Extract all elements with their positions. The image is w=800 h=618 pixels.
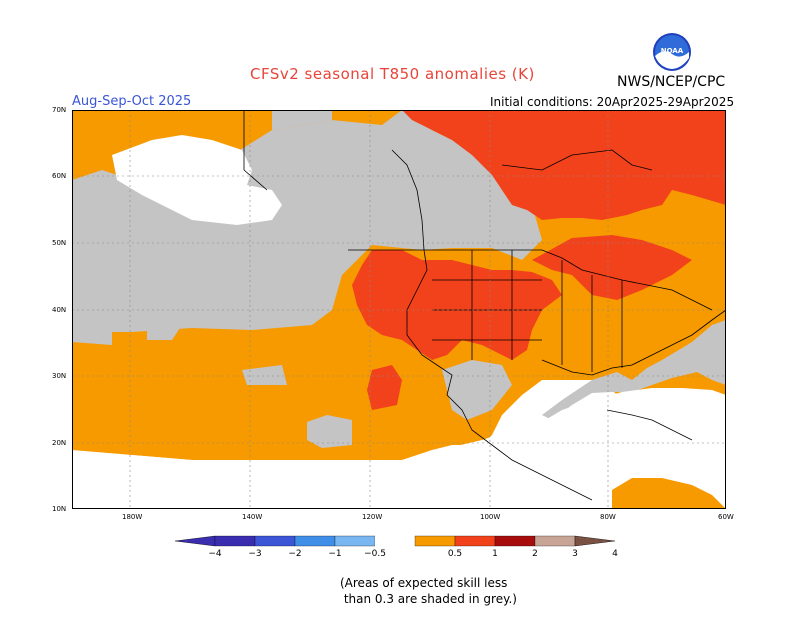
map-frame bbox=[72, 110, 726, 509]
color-scale-bar: −4 −3 −2 −1 −0.5 0.5 1 2 3 4 bbox=[175, 535, 618, 559]
lon-label: 140W bbox=[242, 513, 263, 521]
lat-label: 60N bbox=[52, 172, 67, 180]
lon-label: 60W bbox=[718, 513, 734, 521]
lat-label: 30N bbox=[52, 372, 67, 380]
colorbar-segment bbox=[254, 535, 296, 547]
lon-label: 180W bbox=[122, 513, 143, 521]
colorbar-label: −1 bbox=[328, 549, 341, 559]
colorbar-segment bbox=[334, 535, 376, 547]
colorbar-segment bbox=[294, 535, 336, 547]
lat-label: 40N bbox=[52, 306, 67, 314]
near-normal-patches bbox=[72, 135, 726, 509]
lon-label: 120W bbox=[362, 513, 383, 521]
colorbar-segment bbox=[214, 535, 256, 547]
red-anomaly-regions bbox=[352, 110, 726, 410]
coastlines-and-borders bbox=[243, 110, 726, 501]
colorbar-segment bbox=[414, 535, 456, 547]
initial-conditions-label: Initial conditions: 20Apr2025-29Apr2025 bbox=[490, 95, 735, 109]
colorbar-segment bbox=[494, 535, 536, 547]
colorbar-label: 2 bbox=[532, 549, 538, 559]
colorbar-label: 0.5 bbox=[448, 549, 462, 559]
colorbar-segment bbox=[454, 535, 496, 547]
season-label: Aug-Sep-Oct 2025 bbox=[72, 94, 192, 109]
lat-label: 10N bbox=[52, 505, 67, 513]
noaa-logo: NOAA bbox=[653, 33, 691, 71]
lat-label: 70N bbox=[52, 106, 67, 114]
lat-label: 20N bbox=[52, 439, 67, 447]
lat-label: 50N bbox=[52, 239, 67, 247]
graticule bbox=[72, 110, 726, 509]
colorbar-segment bbox=[534, 535, 576, 547]
colorbar-label: 4 bbox=[612, 549, 618, 559]
lon-label: 80W bbox=[600, 513, 616, 521]
noaa-logo-text: NOAA bbox=[661, 47, 684, 55]
colorbar-label: −0.5 bbox=[364, 549, 386, 559]
grey-low-skill-regions bbox=[72, 110, 726, 448]
colorbar-label: −2 bbox=[288, 549, 301, 559]
colorbar-segment bbox=[375, 536, 415, 546]
colorbar-arrow-left bbox=[175, 535, 216, 547]
colorbar-label: 1 bbox=[492, 549, 498, 559]
lon-label: 100W bbox=[480, 513, 501, 521]
map-title: CFSv2 seasonal T850 anomalies (K) bbox=[250, 65, 535, 83]
colorbar-label: 3 bbox=[572, 549, 578, 559]
colorbar-label: −4 bbox=[208, 549, 222, 559]
skill-note: (Areas of expected skill less than 0.3 a… bbox=[340, 576, 517, 606]
anomaly-map bbox=[72, 110, 726, 509]
agency-label: NWS/NCEP/CPC bbox=[617, 74, 726, 90]
colorbar-arrow-right bbox=[574, 535, 616, 547]
colorbar-label: −3 bbox=[248, 549, 261, 559]
